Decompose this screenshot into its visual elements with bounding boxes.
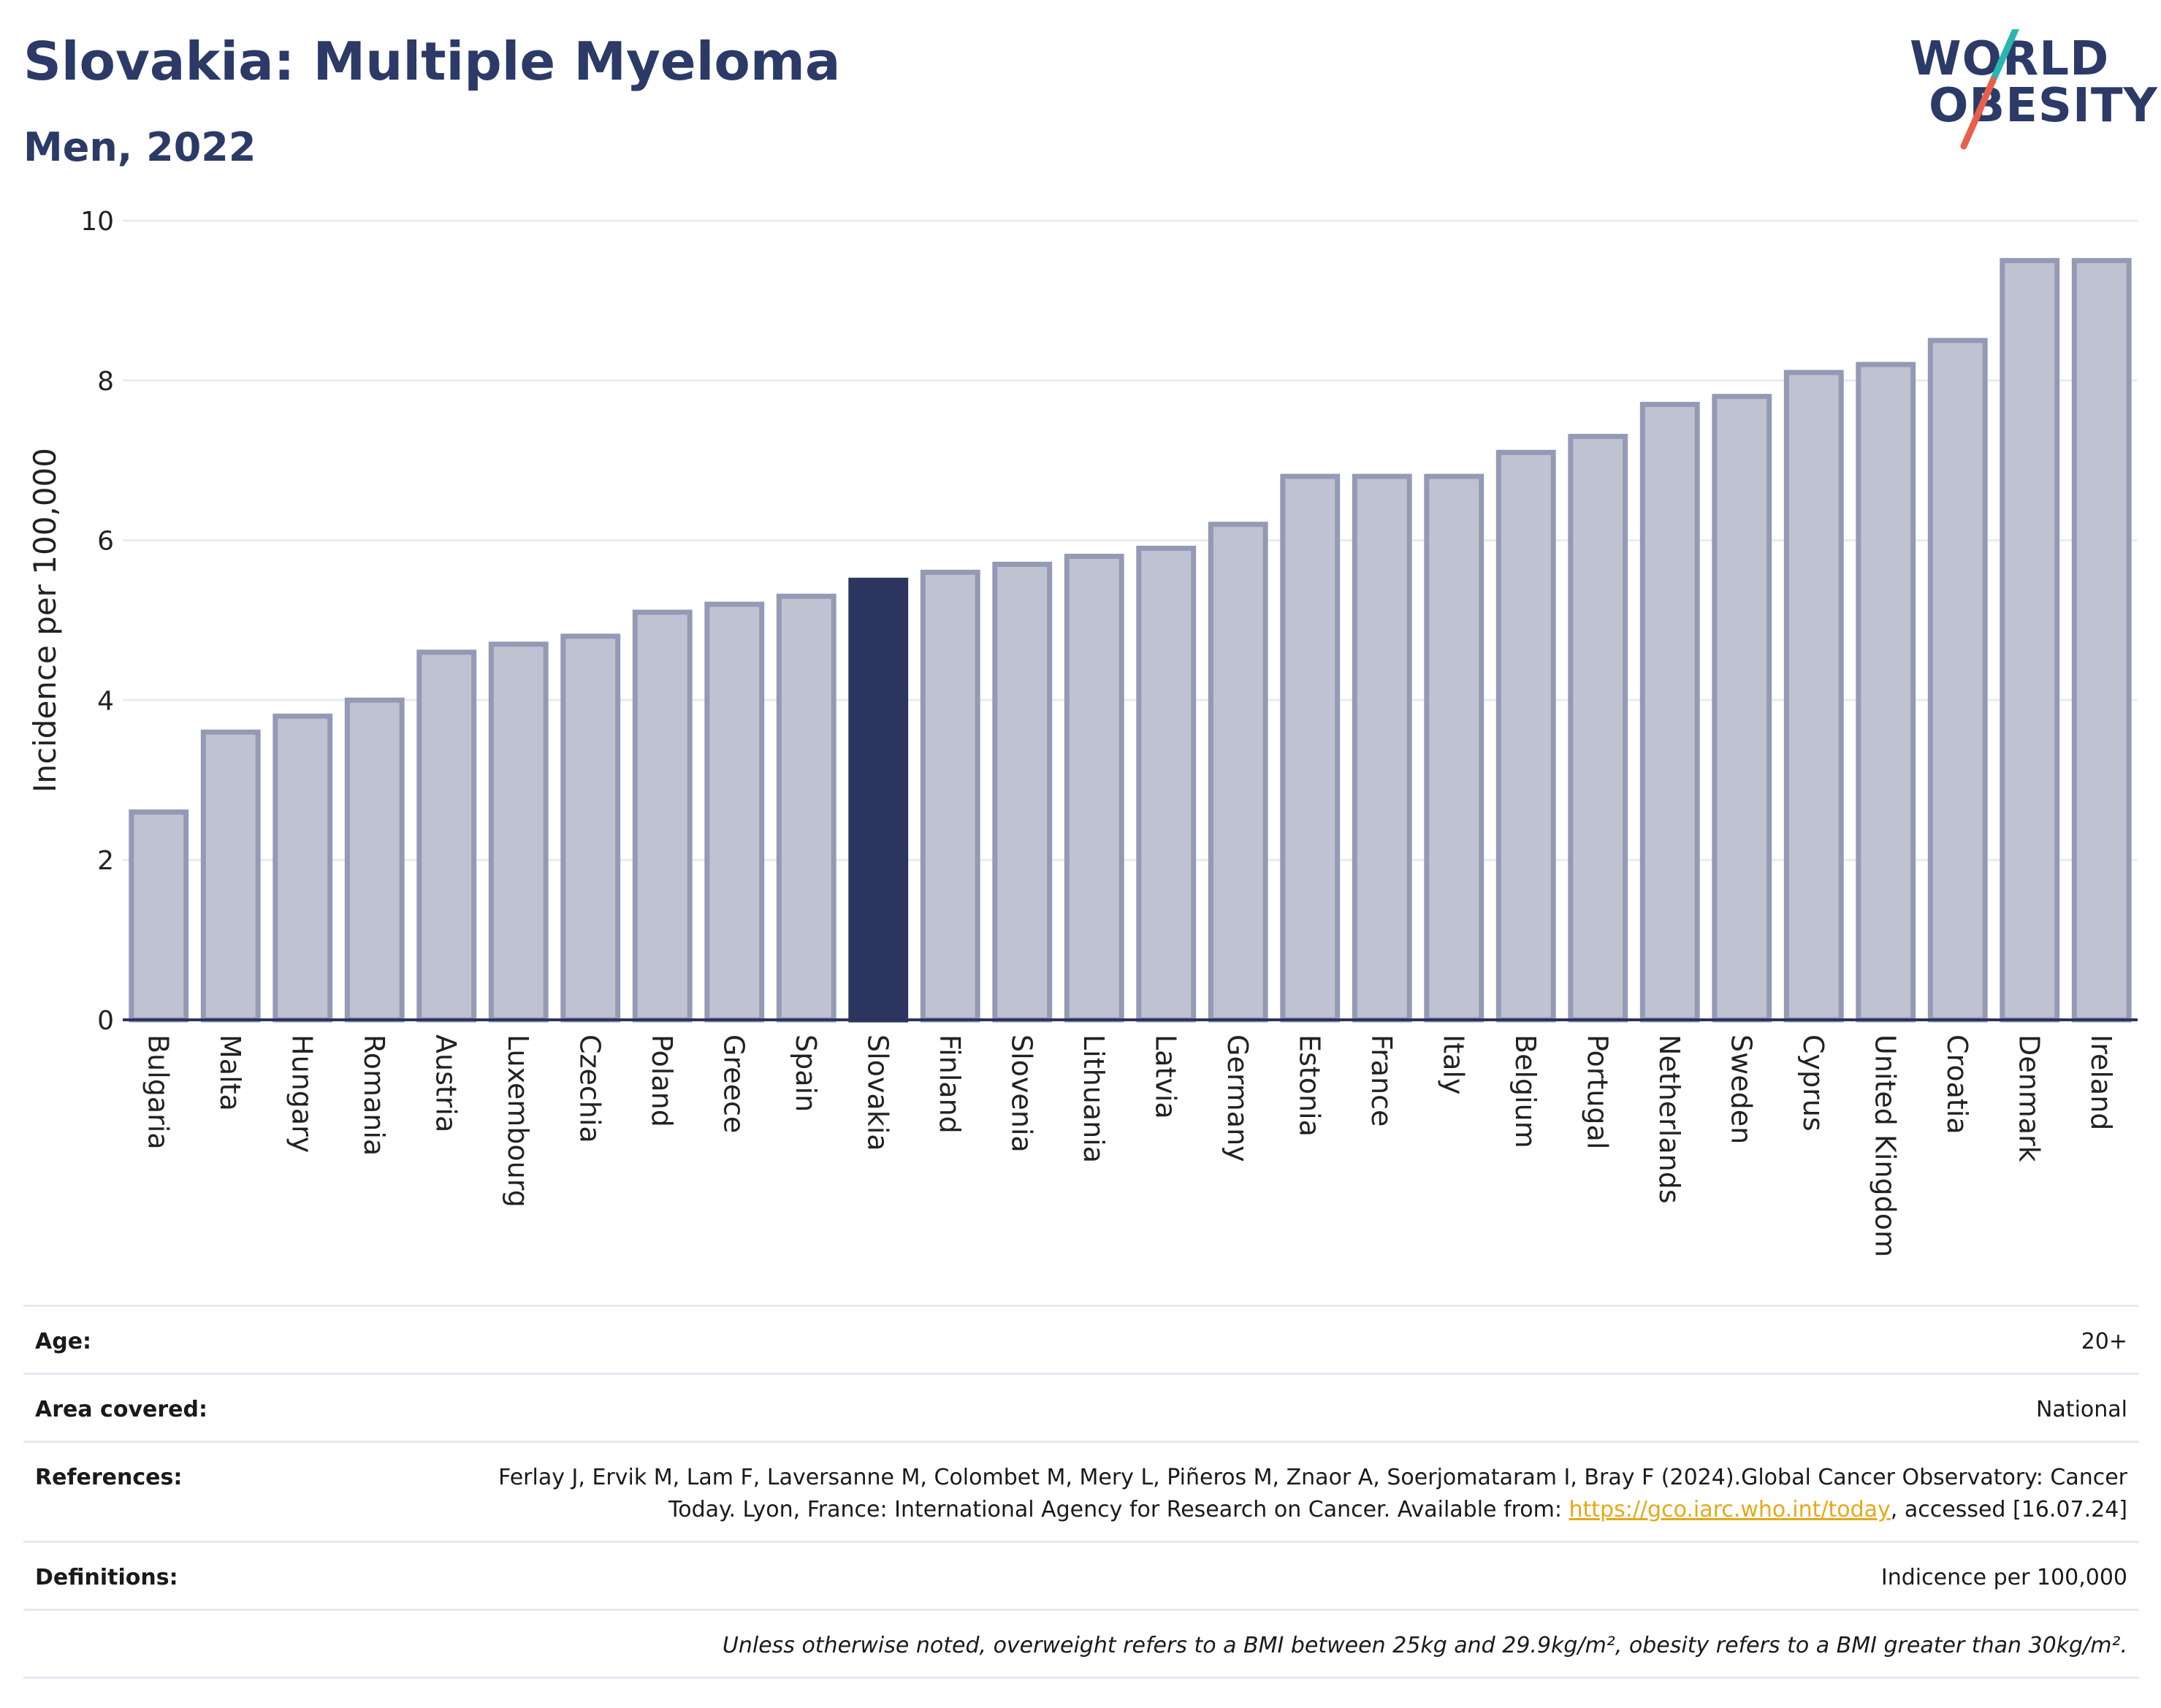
- bar: [920, 569, 980, 1023]
- y-tick-label: 8: [97, 367, 114, 397]
- bar: [200, 729, 261, 1023]
- x-tick-label: Lithuania: [1078, 1034, 1110, 1163]
- bmi-note: Unless otherwise noted, overweight refer…: [722, 1633, 2127, 1658]
- x-tick-label: France: [1365, 1034, 1398, 1126]
- y-tick-label: 4: [97, 686, 114, 716]
- bar: [1927, 338, 1988, 1023]
- area-value: National: [2035, 1397, 2127, 1422]
- bar: [1495, 449, 1556, 1023]
- bar: [2071, 258, 2132, 1023]
- bar: [1712, 394, 1772, 1023]
- x-tick-label: Romania: [358, 1034, 390, 1156]
- x-tick-label: Portugal: [1581, 1034, 1613, 1149]
- x-tick-label: Ireland: [2085, 1034, 2117, 1130]
- references-link[interactable]: https://gco.iarc.who.int/today: [1569, 1497, 1891, 1522]
- references-label: References:: [35, 1465, 183, 1490]
- bar: [776, 593, 836, 1023]
- x-tick-label: Greece: [717, 1034, 750, 1133]
- page-title: Slovakia: Multiple Myeloma: [23, 31, 841, 92]
- y-tick-label: 10: [80, 207, 114, 237]
- bar: [1064, 553, 1124, 1023]
- info-table: Age: 20+ Area covered: National Referenc…: [23, 1305, 2139, 1679]
- bar: [1136, 546, 1197, 1023]
- bar: [129, 809, 189, 1023]
- logo-slash-icon: [1960, 29, 2020, 150]
- y-axis-label: Incidence per 100,000: [27, 448, 63, 793]
- x-tick-label: Germany: [1221, 1034, 1254, 1162]
- x-tick-label: Malta: [214, 1034, 246, 1111]
- x-tick-label: Slovenia: [1005, 1034, 1037, 1153]
- x-tick-label: Luxembourg: [502, 1034, 534, 1208]
- world-obesity-logo: WORLD OBESITY: [1907, 29, 2157, 153]
- x-tick-label: Latvia: [1149, 1034, 1181, 1119]
- page-subtitle: Men, 2022: [23, 124, 256, 170]
- bar-chart: 0 2 4 6 8 10 Incidence per 100,000 Bulgaria Malt…: [27, 207, 2138, 1257]
- age-value: 20+: [2081, 1329, 2127, 1354]
- bar: [416, 649, 477, 1023]
- x-tick-label: Netherlands: [1653, 1034, 1685, 1204]
- bar: [1424, 473, 1485, 1023]
- x-tick-label: Belgium: [1509, 1034, 1541, 1148]
- bar: [992, 561, 1053, 1023]
- info-row-area: Area covered: National: [23, 1373, 2139, 1441]
- x-tick-label: Cyprus: [1797, 1034, 1829, 1132]
- area-label: Area covered:: [35, 1397, 207, 1422]
- bar: [1352, 473, 1412, 1023]
- x-tick-label: United Kingdom: [1869, 1034, 1901, 1257]
- bar-highlight: [848, 577, 909, 1023]
- references-value: Ferlay J, Ervik M, Lam F, Laversanne M, …: [484, 1462, 2127, 1526]
- x-tick-label: Estonia: [1293, 1034, 1325, 1137]
- x-tick-label: Italy: [1437, 1034, 1469, 1094]
- bar: [704, 601, 765, 1023]
- references-text: Ferlay J, Ervik M, Lam F, Laversanne M, …: [498, 1465, 2127, 1522]
- age-label: Age:: [35, 1329, 92, 1354]
- info-row-definitions: Definitions: Indicence per 100,000: [23, 1541, 2139, 1609]
- bar: [1856, 362, 1916, 1023]
- x-tick-label: Finland: [934, 1034, 966, 1134]
- x-tick-label: Slovakia: [861, 1034, 893, 1151]
- bar: [1208, 522, 1268, 1023]
- references-suffix: , accessed [16.07.24]: [1890, 1497, 2127, 1522]
- bar: [632, 609, 693, 1023]
- x-tick-label: Czechia: [573, 1034, 606, 1143]
- bar: [272, 713, 333, 1023]
- bar: [560, 633, 621, 1023]
- x-tick-label: Hungary: [286, 1034, 318, 1153]
- bar: [1639, 402, 1700, 1023]
- info-row-references: References: Ferlay J, Ervik M, Lam F, La…: [23, 1441, 2139, 1541]
- bar: [2000, 258, 2060, 1023]
- x-tick-label: Sweden: [1725, 1034, 1757, 1144]
- info-row-note: Unless otherwise noted, overweight refer…: [23, 1609, 2139, 1679]
- bar: [488, 641, 549, 1023]
- y-tick-label: 0: [97, 1006, 114, 1036]
- y-tick-label: 2: [97, 846, 114, 876]
- bar: [344, 697, 405, 1023]
- x-tick-label: Austria: [430, 1034, 462, 1132]
- y-tick-label: 6: [97, 527, 114, 557]
- x-tick-label: Spain: [790, 1034, 822, 1112]
- definitions-value: Indicence per 100,000: [1880, 1565, 2127, 1590]
- x-tick-label: Poland: [646, 1034, 678, 1127]
- bar: [1280, 473, 1341, 1023]
- logo-line-2: OBESITY: [1929, 79, 2158, 133]
- definitions-label: Definitions:: [35, 1565, 178, 1590]
- bar: [1568, 433, 1628, 1023]
- bar: [1783, 370, 1844, 1023]
- x-tick-label: Bulgaria: [142, 1034, 174, 1150]
- x-tick-label: Croatia: [1941, 1034, 1973, 1135]
- info-row-age: Age: 20+: [23, 1305, 2139, 1373]
- x-tick-label: Denmark: [2013, 1034, 2045, 1162]
